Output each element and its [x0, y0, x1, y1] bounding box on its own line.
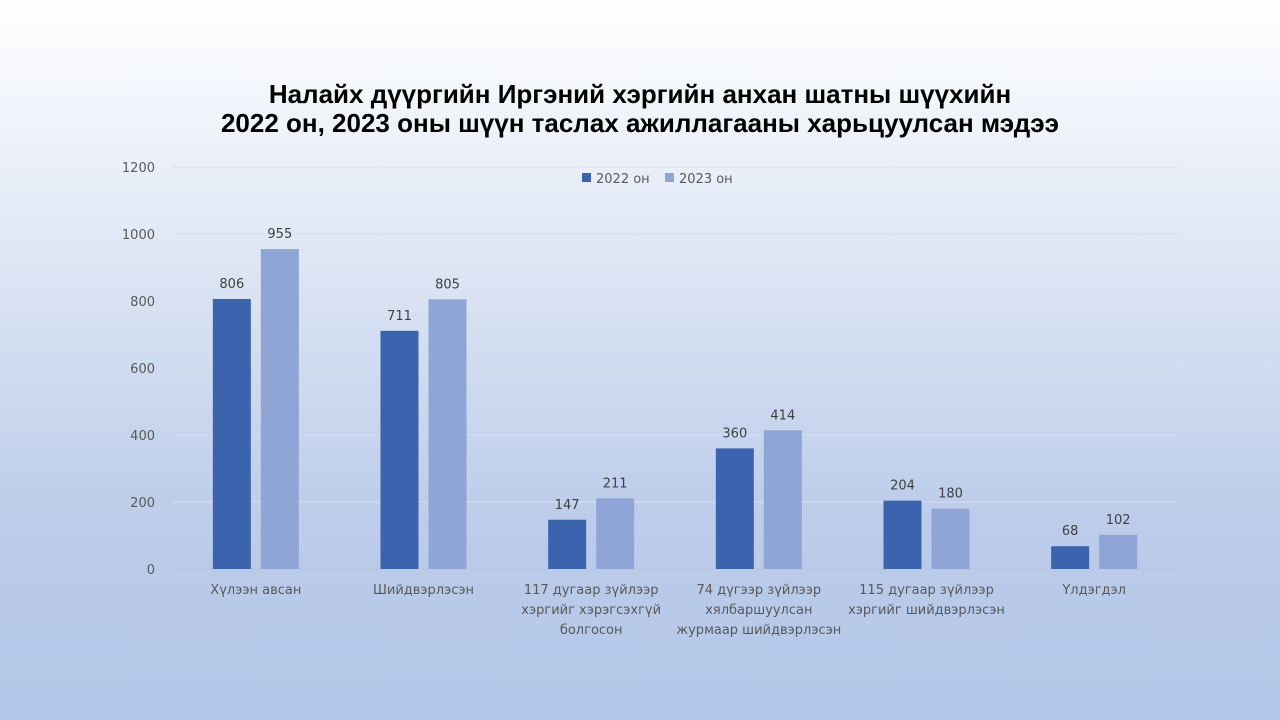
- bar-2022: [1051, 546, 1090, 569]
- bar-2023: [763, 430, 802, 569]
- bar-2022: [212, 298, 251, 569]
- data-labels: 806 711 147 360 204 68 955 805 211 414 180 102: [219, 227, 1130, 539]
- legend-swatch: [582, 173, 591, 182]
- data-label: 414: [770, 408, 795, 423]
- bar-2022: [883, 500, 922, 569]
- y-tick-label: 1200: [122, 161, 155, 176]
- bar-2022: [548, 519, 587, 569]
- y-tick-label: 1000: [122, 228, 155, 243]
- data-label: 180: [938, 487, 963, 502]
- data-label: 805: [435, 277, 460, 292]
- bar-2022: [715, 448, 754, 569]
- bar-2022: [380, 330, 419, 569]
- legend-swatch: [665, 173, 674, 182]
- data-label: 211: [603, 476, 628, 491]
- data-label: 360: [722, 426, 747, 441]
- gridlines: [172, 166, 1178, 570]
- y-tick-label: 200: [130, 496, 155, 511]
- category-label: 74 дүгээр зүйлээр: [696, 583, 821, 598]
- bar-2023: [1099, 534, 1138, 569]
- bar-2023: [596, 498, 635, 569]
- data-label: 147: [555, 498, 580, 513]
- data-label: 806: [219, 277, 244, 292]
- category-label: Үлдэгдэл: [1061, 583, 1126, 598]
- chart-title-line-2: 2022 он, 2023 оны шүүн таслах ажиллагаан…: [220, 108, 1060, 138]
- category-label: Шийдвэрлэсэн: [373, 583, 474, 598]
- category-label: хэргийг шийдвэрлэсэн: [848, 603, 1005, 618]
- y-axis-tick-labels: 0 200 400 600 800 1000 1200: [122, 161, 155, 578]
- y-tick-label: 600: [130, 362, 155, 377]
- x-axis-category-labels: Хүлээн авсан Шийдвэрлэсэн 117 дугаар зүйлэ…: [210, 583, 1126, 638]
- bar-2023: [428, 299, 467, 569]
- y-tick-label: 0: [147, 563, 155, 578]
- y-tick-label: 400: [130, 429, 155, 444]
- legend-label: 2022 он: [596, 172, 650, 187]
- category-label: 117 дугаар зүйлээр: [524, 583, 659, 598]
- data-label: 955: [267, 227, 292, 242]
- category-label: журмаар шийдвэрлэсэн: [676, 623, 841, 638]
- chart-title-line-1: Налайх дүүргийн Иргэний хэргийн анхан ша…: [268, 79, 1012, 109]
- bar-2023: [931, 508, 970, 569]
- data-label: 102: [1106, 513, 1131, 528]
- data-label: 68: [1062, 524, 1079, 539]
- bars: [212, 249, 1138, 569]
- legend-label: 2023 он: [679, 172, 733, 187]
- category-label: болгосон: [560, 623, 623, 638]
- category-label: Хүлээн авсан: [210, 583, 301, 598]
- data-label: 204: [890, 479, 915, 494]
- bar-2023: [260, 249, 299, 569]
- category-label: 115 дугаар зүйлээр: [859, 583, 994, 598]
- category-label: хялбаршуулсан: [705, 603, 812, 618]
- y-tick-label: 800: [130, 295, 155, 310]
- data-label: 711: [387, 309, 412, 324]
- legend: 2022 он 2023 он: [582, 172, 733, 187]
- category-label: хэргийг хэрэгсэхгүй: [521, 603, 661, 618]
